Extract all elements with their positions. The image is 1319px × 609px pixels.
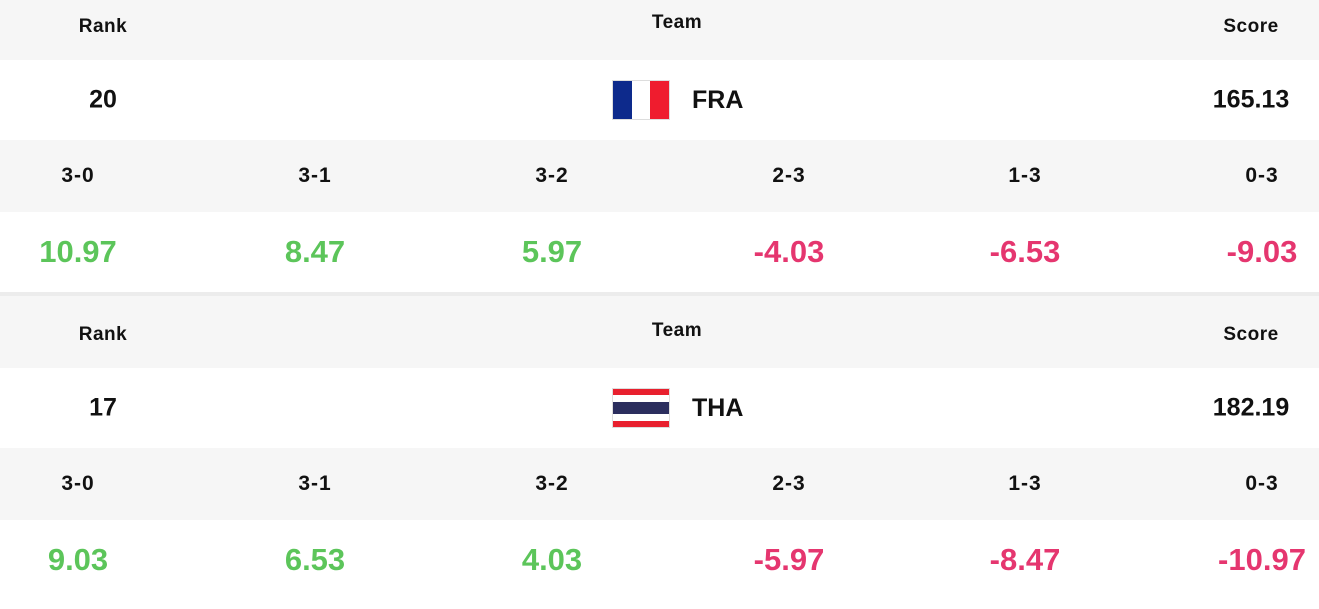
col-2-3: 2-3 xyxy=(772,472,806,495)
thailand-flag-icon xyxy=(612,388,670,428)
team-card-fra: Rank Team Score 20 FRA 165.13 3-0 3-1 3-… xyxy=(0,0,1319,292)
team-row: 17 THA 182.19 xyxy=(0,368,1319,448)
score-columns-row: 3-0 3-1 3-2 2-3 1-3 0-3 xyxy=(0,140,1319,212)
section-divider xyxy=(0,292,1319,296)
col-0-3: 0-3 xyxy=(1245,472,1279,495)
odds-3-2: 5.97 xyxy=(521,234,583,269)
score-columns-row: 3-0 3-1 3-2 2-3 1-3 0-3 xyxy=(0,448,1319,520)
odds-3-1: 8.47 xyxy=(284,234,346,269)
odds-2-3: -5.97 xyxy=(753,542,825,577)
odds-3-0: 9.03 xyxy=(47,542,109,577)
col-1-3: 1-3 xyxy=(1008,472,1042,495)
rank-value: 20 xyxy=(89,85,117,114)
france-flag-icon xyxy=(612,80,670,120)
col-3-1: 3-1 xyxy=(298,472,332,495)
col-2-3: 2-3 xyxy=(772,164,806,187)
score-value: 182.19 xyxy=(1212,393,1290,422)
col-3-0: 3-0 xyxy=(61,164,95,187)
rank-value: 17 xyxy=(89,393,117,422)
odds-0-3: -9.03 xyxy=(1226,234,1298,269)
odds-3-0: 10.97 xyxy=(39,234,117,269)
score-header: Score xyxy=(1223,324,1279,345)
odds-row: 9.03 6.53 4.03 -5.97 -8.47 -10.97 xyxy=(0,520,1319,600)
score-value: 165.13 xyxy=(1212,85,1290,114)
odds-3-2: 4.03 xyxy=(521,542,583,577)
odds-3-1: 6.53 xyxy=(284,542,346,577)
team-code: FRA xyxy=(692,85,744,114)
odds-1-3: -6.53 xyxy=(989,234,1061,269)
col-3-0: 3-0 xyxy=(61,472,95,495)
rank-header: Rank xyxy=(78,16,128,37)
col-3-2: 3-2 xyxy=(535,472,569,495)
col-1-3: 1-3 xyxy=(1008,164,1042,187)
odds-0-3: -10.97 xyxy=(1218,542,1306,577)
odds-row: 10.97 8.47 5.97 -4.03 -6.53 -9.03 xyxy=(0,212,1319,292)
header-row: Rank Team Score xyxy=(0,0,1319,60)
team-cell: FRA xyxy=(612,80,743,120)
team-row: 20 FRA 165.13 xyxy=(0,60,1319,140)
col-0-3: 0-3 xyxy=(1245,164,1279,187)
col-3-2: 3-2 xyxy=(535,164,569,187)
team-header: Team xyxy=(651,12,703,33)
team-header: Team xyxy=(651,320,703,341)
team-code: THA xyxy=(692,393,744,422)
team-card-tha: Rank Team Score 17 THA 182.19 3-0 3-1 3-… xyxy=(0,296,1319,600)
header-row: Rank Team Score xyxy=(0,296,1319,368)
rank-header: Rank xyxy=(78,324,128,345)
odds-1-3: -8.47 xyxy=(989,542,1061,577)
odds-2-3: -4.03 xyxy=(753,234,825,269)
score-header: Score xyxy=(1223,16,1279,37)
col-3-1: 3-1 xyxy=(298,164,332,187)
team-cell: THA xyxy=(612,388,743,428)
